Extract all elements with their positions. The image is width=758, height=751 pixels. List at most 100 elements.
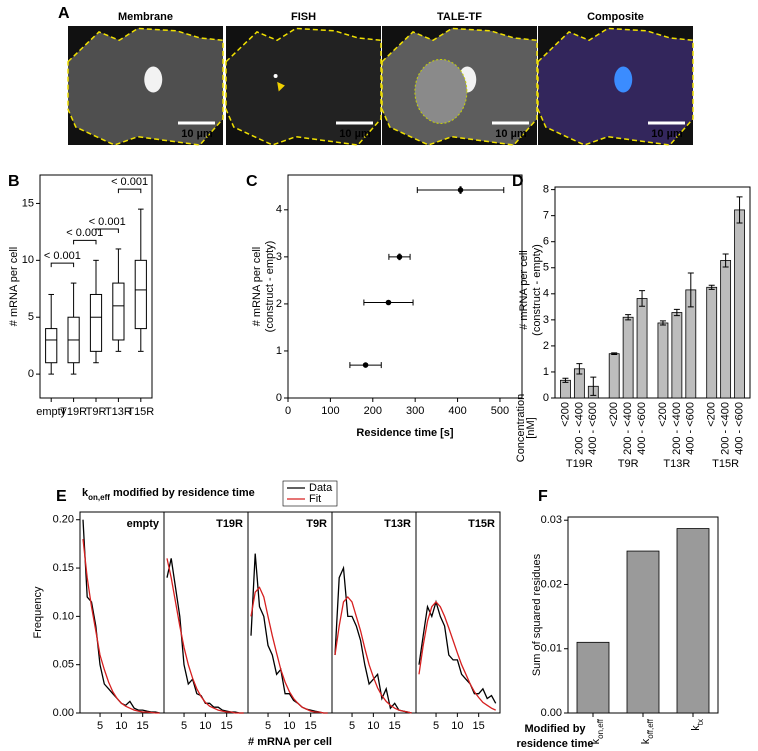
x-tick-label: 200 bbox=[364, 405, 382, 417]
bar bbox=[560, 379, 571, 399]
point bbox=[385, 299, 392, 306]
y-tick-label: 0 bbox=[276, 392, 282, 404]
y-axis-label: Sum of squared residues bbox=[531, 553, 543, 676]
y-axis-label: Frequency bbox=[32, 586, 44, 638]
y-tick-label: 3 bbox=[543, 314, 549, 326]
y-axis-label: (construct - empty) bbox=[531, 244, 543, 336]
error-bar bbox=[576, 363, 583, 375]
x-tick-label: koff,eff bbox=[640, 718, 655, 744]
cell-body bbox=[226, 28, 381, 145]
y-tick-label: 0.05 bbox=[53, 659, 74, 671]
scale-bar-label: 10 µm bbox=[651, 128, 683, 140]
y-tick-label: 6 bbox=[543, 236, 549, 248]
y-tick-label: 3 bbox=[276, 251, 282, 263]
image-title: Membrane bbox=[118, 11, 173, 23]
bar bbox=[676, 528, 710, 714]
bar bbox=[671, 312, 683, 399]
point bbox=[457, 187, 464, 193]
x-tick-label: 10 bbox=[451, 720, 463, 732]
y-tick-label: 2 bbox=[543, 340, 549, 352]
fit-line bbox=[334, 596, 412, 714]
subplot-title: T19R bbox=[216, 518, 243, 530]
bar bbox=[720, 260, 732, 399]
image-title: FISH bbox=[291, 11, 316, 23]
x-tick-label: 15 bbox=[137, 720, 149, 732]
x-tick-label: T13R bbox=[105, 406, 132, 418]
bright-spot bbox=[144, 66, 163, 93]
x-tick-label: 5 bbox=[349, 720, 355, 732]
panel-letter: D bbox=[512, 173, 524, 190]
y-tick-label: 0.01 bbox=[541, 643, 562, 655]
category-label: 400 - <600 bbox=[685, 402, 697, 455]
significance-bracket bbox=[117, 188, 142, 194]
x-tick-label: T15R bbox=[127, 406, 154, 418]
x-tick-label: T9R bbox=[86, 406, 107, 418]
significance-label: < 0.001 bbox=[89, 216, 126, 228]
y-tick-label: 4 bbox=[276, 204, 282, 216]
x-tick-label: 10 bbox=[199, 720, 211, 732]
legend-label: Fit bbox=[309, 493, 321, 505]
error-bar bbox=[659, 320, 666, 326]
cell-outline bbox=[537, 27, 694, 146]
subplot-title: T15R bbox=[468, 518, 495, 530]
panel-letter: A bbox=[58, 5, 70, 22]
group-label: T19R bbox=[566, 458, 593, 470]
subplot-title: empty bbox=[127, 518, 160, 530]
significance-label: < 0.001 bbox=[66, 227, 103, 239]
category-label: 400 - <600 bbox=[733, 402, 745, 455]
legend-label: Data bbox=[309, 482, 333, 494]
category-label: <200 bbox=[559, 402, 571, 427]
box bbox=[45, 328, 58, 364]
category-title: [nM] bbox=[525, 417, 537, 438]
cell-body bbox=[68, 28, 223, 145]
x-tick-label: 15 bbox=[389, 720, 401, 732]
x-tick-label: T19R bbox=[60, 406, 87, 418]
x-tick-label: 5 bbox=[181, 720, 187, 732]
y-tick-label: 1 bbox=[543, 366, 549, 378]
category-label: 400 - <600 bbox=[587, 402, 599, 455]
y-tick-label: 4 bbox=[543, 288, 549, 300]
panel-letter: C bbox=[246, 173, 258, 190]
x-tick-label: empty bbox=[36, 406, 66, 418]
y-tick-label: 0.00 bbox=[53, 707, 74, 719]
significance-bracket bbox=[95, 228, 119, 233]
bar bbox=[626, 550, 660, 714]
error-bar bbox=[722, 253, 729, 268]
chart-title: kon,eff modified by residence time bbox=[82, 487, 255, 502]
box bbox=[134, 259, 147, 330]
box bbox=[89, 293, 103, 352]
plot-frame bbox=[554, 186, 751, 399]
category-label: 200 - <400 bbox=[573, 402, 585, 455]
scale-bar-label: 10 µm bbox=[181, 128, 213, 140]
error-bar bbox=[673, 308, 680, 317]
cell-outline bbox=[225, 27, 382, 146]
x-axis-label: # mRNA per cell bbox=[248, 736, 332, 748]
x-tick-label: 5 bbox=[433, 720, 439, 732]
y-tick-label: 8 bbox=[543, 184, 549, 196]
chart-title-part: on,eff bbox=[88, 493, 110, 502]
y-axis-label: (construct - empty) bbox=[264, 241, 276, 333]
x-tick-label: 10 bbox=[367, 720, 379, 732]
arrowhead bbox=[277, 81, 285, 92]
y-tick-label: 5 bbox=[28, 311, 34, 323]
y-tick-label: 0.15 bbox=[53, 562, 74, 574]
error-bar bbox=[562, 377, 569, 383]
bar bbox=[608, 353, 620, 399]
x-tick-label: 10 bbox=[283, 720, 295, 732]
y-tick-label: 0.20 bbox=[53, 514, 74, 526]
x-tick-label-part: off,eff bbox=[646, 718, 655, 739]
group-label: T9R bbox=[618, 458, 639, 470]
image-title: TALE-TF bbox=[437, 11, 482, 23]
x-tick-label-part: tx bbox=[696, 719, 705, 725]
y-tick-label: 15 bbox=[22, 197, 34, 209]
data-line bbox=[418, 599, 497, 704]
x-tick-label: 300 bbox=[406, 405, 424, 417]
x-axis-label: Residence time [s] bbox=[356, 427, 454, 439]
bar bbox=[734, 209, 745, 399]
error-bar bbox=[590, 376, 597, 396]
x-tick-label: 5 bbox=[97, 720, 103, 732]
image-title: Composite bbox=[587, 11, 644, 23]
x-tick-label: kon,eff bbox=[590, 718, 605, 744]
cell-outline bbox=[381, 27, 538, 146]
